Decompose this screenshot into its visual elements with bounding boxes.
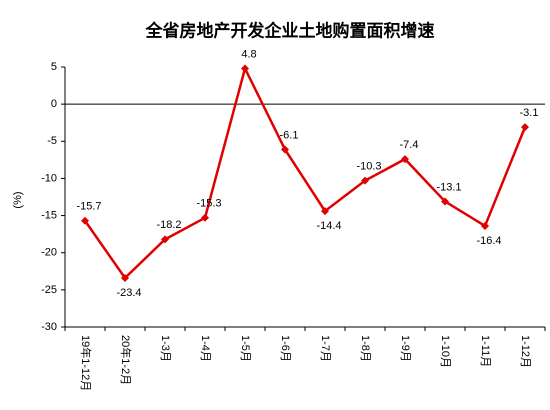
data-line (83, 64, 527, 280)
marker (241, 64, 249, 73)
x-tick-label: 1-6月 (279, 335, 291, 362)
marker (121, 273, 129, 282)
marker (481, 221, 489, 230)
y-tick-label: -20 (41, 247, 57, 259)
marker (401, 155, 409, 164)
x-tick-label: 1-8月 (359, 335, 371, 362)
data-label: -15.7 (76, 201, 101, 213)
x-tick-label: 1-4月 (199, 335, 211, 362)
x-tick-label: 20年1-2月 (119, 335, 133, 385)
data-label: -15.3 (196, 198, 221, 210)
y-axis-label: (%) (12, 191, 24, 208)
marker (361, 176, 369, 185)
data-label: -14.4 (316, 220, 341, 232)
x-tick-label: 1-10月 (439, 335, 451, 368)
y-tick-label: 5 (51, 61, 57, 73)
marker (281, 145, 289, 154)
data-label: -6.1 (280, 129, 299, 141)
y-tick-label: 0 (51, 98, 57, 110)
data-label: -10.3 (356, 161, 381, 173)
y-tick-label: -30 (41, 321, 57, 333)
x-tick-label: 1-11月 (479, 335, 491, 367)
marker (441, 197, 449, 206)
y-tick-label: -10 (41, 172, 57, 184)
data-label: -3.1 (520, 107, 539, 119)
y-tick-label: -5 (47, 135, 57, 147)
marker (81, 216, 89, 225)
chart-title: 全省房地产开发企业土地购置面积增速 (145, 20, 435, 40)
y-tick-label: -15 (41, 209, 57, 221)
data-label: -18.2 (156, 219, 181, 231)
data-label: -23.4 (116, 287, 141, 299)
marker (321, 207, 329, 216)
data-label: 4.8 (241, 48, 256, 60)
x-tick-label: 19年1-12月 (79, 335, 93, 391)
marker (521, 123, 529, 132)
data-label: -16.4 (476, 235, 501, 247)
x-tick-label: 1-3月 (159, 335, 171, 362)
data-label: -7.4 (400, 139, 419, 151)
y-tick-label: -25 (41, 284, 57, 296)
x-tick-label: 1-5月 (239, 335, 251, 362)
data-label: -13.1 (436, 181, 461, 193)
x-tick-label: 1-7月 (319, 335, 331, 362)
x-tick-label: 1-9月 (399, 335, 411, 362)
marker (161, 235, 169, 244)
marker (201, 213, 209, 222)
x-tick-label: 1-12月 (519, 335, 531, 368)
